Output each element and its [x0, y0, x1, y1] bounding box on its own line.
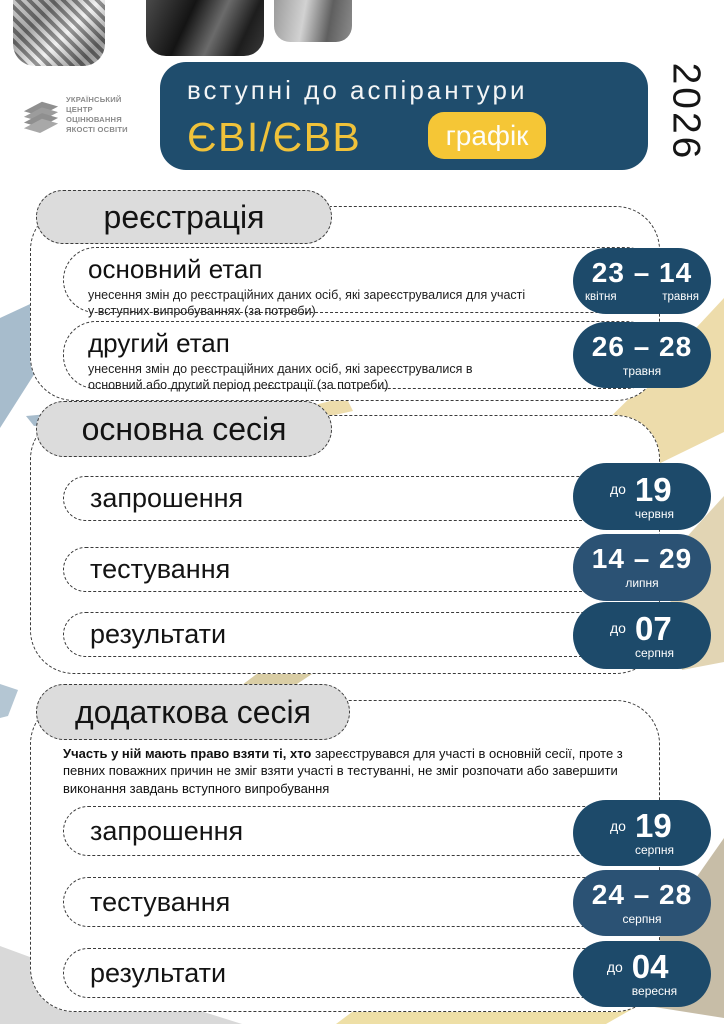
date-day: 19	[634, 470, 672, 508]
date-month: серпня	[634, 843, 674, 857]
year-label: 2026	[664, 62, 708, 162]
stage-description: унесення змін до реєстраційних даних осі…	[88, 287, 526, 318]
date-badge: 23 – 14 квітня травня	[573, 248, 711, 314]
title-exam-name: ЄВІ/ЄВВ	[187, 114, 362, 160]
date-prefix: до	[609, 481, 626, 497]
eligibility-note-lead: Участь у ній мають право взяти ті, хто	[63, 746, 312, 761]
schedule-button[interactable]: графік	[428, 112, 546, 159]
org-name: УКРАЇНСЬКИЙ ЦЕНТР ОЦІНЮВАННЯ ЯКОСТІ ОСВІ…	[66, 95, 128, 134]
section-extra-session: додаткова сесія Участь у ній мають право…	[30, 684, 711, 1012]
stage-row-testing: тестування	[63, 547, 659, 592]
title-box: вступні до аспірантури ЄВІ/ЄВВ графік	[160, 62, 648, 170]
stage-row-results: результати	[63, 948, 659, 998]
stage-title: основний етап	[88, 254, 263, 284]
section-title-extra-session: додаткова сесія	[36, 684, 350, 740]
title-subtitle: вступні до аспірантури	[187, 75, 528, 105]
section-registration: реєстрація основний етап унесення змін д…	[30, 190, 711, 401]
header-photo-3	[274, 0, 352, 42]
header-photo-2	[146, 0, 264, 56]
date-month: травня	[622, 363, 662, 378]
date-range: 23 – 14	[591, 257, 693, 288]
date-badge: до 04 вересня	[573, 941, 711, 1007]
date-badge: 26 – 28 травня	[573, 322, 711, 388]
date-badge: 14 – 29 липня	[573, 534, 711, 601]
date-badge: 24 – 28 серпня	[573, 870, 711, 936]
stage-title: другий етап	[88, 328, 230, 358]
month-start: квітня	[585, 291, 617, 303]
section-title-registration: реєстрація	[36, 190, 332, 244]
stage-row-second-stage: другий етап унесення змін до реєстраційн…	[63, 321, 659, 392]
month-end: травня	[662, 291, 699, 303]
section-title-main-session: основна сесія	[36, 401, 332, 457]
date-month: вересня	[631, 984, 678, 998]
stage-row-main-stage: основний етап унесення змін до реєстраці…	[63, 247, 659, 318]
stage-row-invitation: запрошення	[63, 476, 659, 521]
date-month: червня	[634, 506, 675, 521]
date-range: 26 – 28	[591, 330, 693, 362]
date-badge: до 19 червня	[573, 463, 711, 530]
date-months: квітня травня	[585, 291, 699, 303]
date-month: серпня	[622, 911, 662, 926]
date-prefix: до	[610, 817, 626, 834]
stage-row-testing: тестування	[63, 877, 659, 927]
date-month: липня	[625, 576, 659, 590]
org-logo: УКРАЇНСЬКИЙ ЦЕНТР ОЦІНЮВАННЯ ЯКОСТІ ОСВІ…	[22, 86, 162, 144]
eligibility-note: Участь у ній мають право взяти ті, хто з…	[63, 745, 648, 797]
date-prefix: до	[610, 620, 626, 636]
stage-description: унесення змін до реєстраційних даних осі…	[88, 361, 473, 392]
stage-row-invitation: запрошення	[63, 806, 659, 856]
date-badge: до 07 серпня	[573, 602, 711, 669]
date-day: 07	[634, 609, 672, 647]
stage-row-results: результати	[63, 612, 659, 657]
date-day: 04	[631, 948, 669, 985]
date-range: 24 – 28	[591, 878, 693, 910]
date-day: 19	[634, 807, 672, 844]
date-month: серпня	[634, 645, 674, 660]
header-photo-1	[13, 0, 105, 66]
eligibility-note-body: зареєструвався для участі в основній сес…	[63, 746, 623, 796]
date-prefix: до	[606, 958, 623, 975]
date-range: 14 – 29	[591, 543, 693, 574]
date-badge: до 19 серпня	[573, 800, 711, 866]
section-main-session: основна сесія запрошення до 19 червня те…	[30, 401, 711, 674]
open-book-icon	[23, 101, 59, 134]
